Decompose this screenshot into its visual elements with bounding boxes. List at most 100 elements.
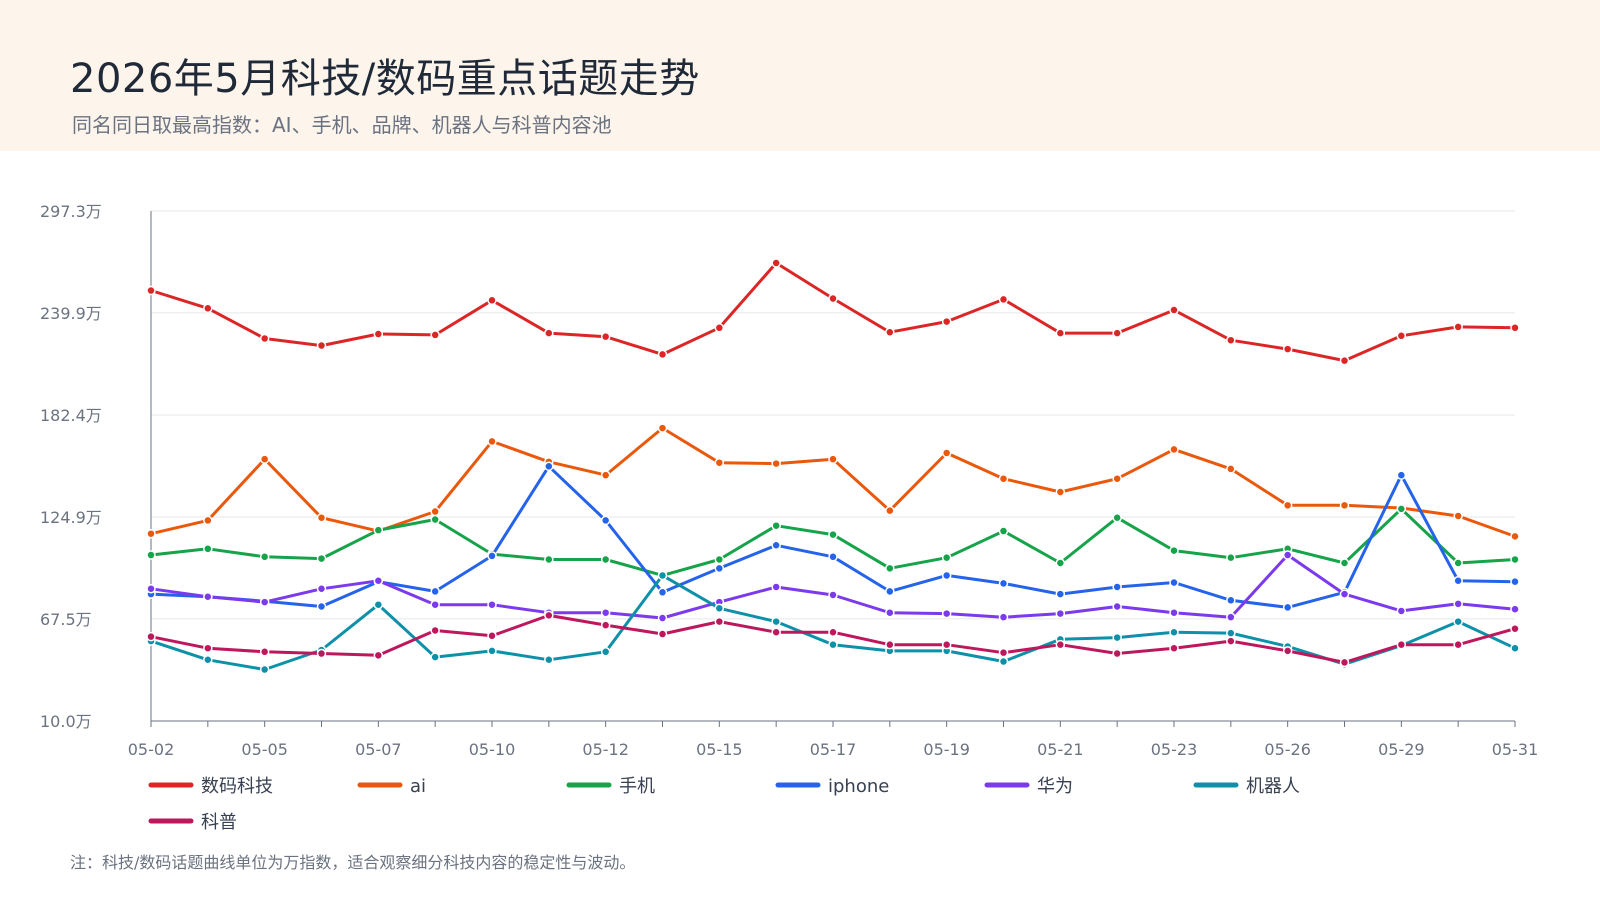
- x-tick-label: 05-29: [1378, 740, 1425, 759]
- data-point: [373, 329, 384, 339]
- data-point: [1396, 606, 1407, 616]
- data-point: [1453, 511, 1463, 521]
- x-tick-label: 05-26: [1264, 740, 1311, 759]
- legend-item[interactable]: iphone: [775, 776, 889, 797]
- x-tick-label: 05-10: [469, 740, 516, 759]
- data-point: [1112, 473, 1122, 484]
- data-point: [828, 590, 838, 600]
- data-point: [146, 550, 156, 560]
- x-tick-label: 05-21: [1037, 740, 1084, 759]
- legend-item[interactable]: ai: [357, 776, 426, 797]
- chart-title: 2026年5月科技/数码重点话题走势: [70, 56, 700, 102]
- y-axis-ticks: 10.0万 67.5万 124.9万 182.4万 239.9万 297.3万: [40, 202, 102, 731]
- data-point: [1282, 500, 1293, 511]
- data-point: [146, 631, 156, 642]
- data-point: [487, 551, 497, 561]
- data-point: [1339, 355, 1350, 366]
- data-point: [771, 582, 781, 592]
- data-point: [600, 554, 611, 565]
- data-point: [1112, 601, 1122, 612]
- data-point: [373, 576, 384, 586]
- data-point: [1453, 558, 1463, 568]
- legend-label: 华为: [1037, 776, 1073, 797]
- line-chart: 10.0万 67.5万 124.9万 182.4万 239.9万 297.3万 05-02…: [40, 202, 1538, 833]
- data-point: [714, 563, 725, 574]
- data-point: [941, 552, 952, 563]
- data-point: [1396, 331, 1407, 341]
- data-point: [430, 652, 440, 662]
- series-机器人: [146, 570, 1520, 675]
- y-tick-label: 67.5万: [40, 610, 92, 629]
- data-point: [828, 627, 838, 637]
- chart-subtitle: 同名同日取最高指数：AI、手机、品牌、机器人与科普内容池: [72, 113, 612, 137]
- data-point: [657, 613, 668, 623]
- data-point: [714, 323, 725, 333]
- data-point: [600, 470, 611, 480]
- legend-item[interactable]: 华为: [984, 776, 1073, 797]
- data-point: [885, 586, 895, 597]
- y-tick-label: 182.4万: [40, 406, 102, 425]
- data-point: [1226, 636, 1236, 646]
- y-tick-label: 124.9万: [40, 508, 102, 527]
- data-point: [487, 599, 497, 610]
- data-point: [430, 599, 440, 610]
- data-point: [203, 655, 213, 665]
- data-point: [998, 473, 1009, 484]
- data-point: [714, 554, 725, 565]
- legend-label: 手机: [619, 776, 655, 797]
- x-tick-label: 05-12: [582, 740, 629, 759]
- data-point: [885, 563, 895, 574]
- data-point: [203, 643, 213, 653]
- data-point: [1510, 604, 1520, 614]
- data-point: [1339, 500, 1350, 511]
- data-point: [771, 258, 781, 268]
- data-point: [941, 316, 952, 327]
- data-point: [316, 584, 327, 594]
- series-华为: [146, 550, 1520, 623]
- legend-item[interactable]: 手机: [566, 776, 655, 797]
- data-point: [1055, 608, 1066, 619]
- data-point: [1112, 648, 1122, 659]
- data-point: [373, 599, 384, 610]
- data-point: [1112, 328, 1122, 338]
- data-point: [259, 454, 270, 464]
- data-point: [1112, 582, 1122, 592]
- legend-item[interactable]: 科普: [148, 812, 237, 833]
- data-point: [657, 423, 668, 433]
- x-axis-ticks: 05-02 05-05 05-07 05-10 05-12 05-15 05-17 05-19…: [128, 721, 1538, 759]
- data-point: [771, 627, 781, 637]
- data-point: [1339, 589, 1350, 599]
- data-point: [373, 650, 384, 661]
- data-point: [1169, 643, 1179, 653]
- data-point: [941, 639, 952, 650]
- data-point: [544, 328, 554, 338]
- data-point: [1055, 589, 1066, 599]
- x-tick-label: 05-07: [355, 740, 402, 759]
- data-point: [1396, 504, 1407, 514]
- data-point: [600, 620, 611, 630]
- data-point: [1510, 554, 1520, 565]
- data-point: [1339, 558, 1350, 568]
- data-point: [1396, 639, 1407, 650]
- data-point: [487, 295, 497, 306]
- data-point: [600, 515, 611, 526]
- data-point: [1510, 531, 1520, 542]
- data-point: [1510, 576, 1520, 587]
- data-point: [998, 578, 1009, 589]
- header-banner: 2026年5月科技/数码重点话题走势 同名同日取最高指数：AI、手机、品牌、机器…: [0, 0, 1600, 151]
- legend-item[interactable]: 数码科技: [148, 776, 273, 797]
- x-tick-label: 05-02: [128, 740, 175, 759]
- data-point: [146, 528, 156, 539]
- data-point: [1169, 545, 1179, 556]
- data-point: [544, 461, 554, 472]
- data-point: [430, 506, 440, 517]
- data-point: [1226, 612, 1236, 622]
- series-line: [149, 426, 1517, 538]
- legend-item[interactable]: 机器人: [1193, 776, 1300, 797]
- data-point: [203, 303, 213, 314]
- data-point: [714, 457, 725, 468]
- data-point: [1226, 552, 1236, 563]
- series-lines: [146, 258, 1520, 675]
- data-point: [828, 639, 838, 650]
